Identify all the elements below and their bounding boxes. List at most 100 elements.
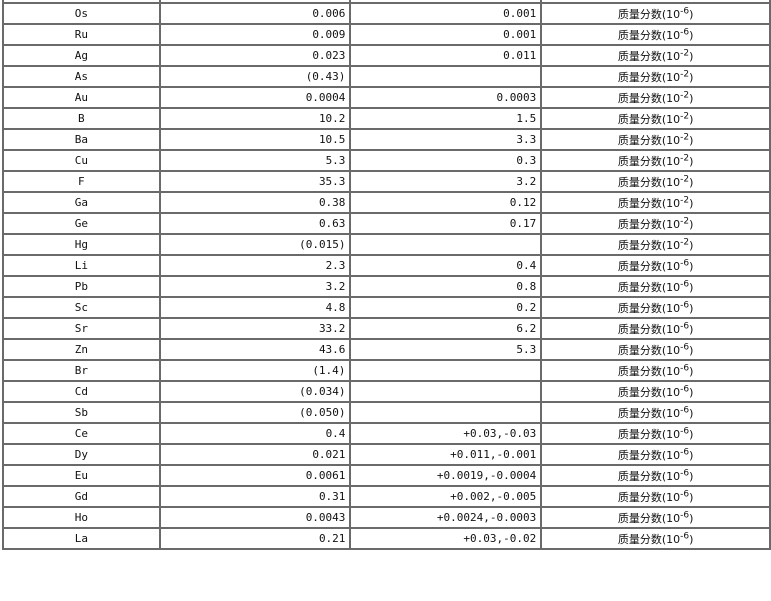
unit-exponent: -2 [680, 131, 690, 142]
unit-exponent: -6 [680, 278, 690, 289]
unit-label: 质量分数 [617, 532, 662, 546]
value-cell [158, 0, 352, 4]
unit-cell: 质量分数(10-6) [540, 422, 771, 445]
table-row: Ga 0.38 0.12 质量分数(10-2) [2, 191, 771, 214]
table-row: Cu 5.3 0.3 质量分数(10-2) [2, 149, 771, 172]
unit-exponent: -6 [680, 488, 690, 499]
unit-exponent: -6 [680, 509, 690, 520]
unit-cell: 质量分数(10-2) [540, 170, 771, 193]
value-cell: (1.4) [158, 359, 352, 382]
element-cell: Br [2, 359, 161, 382]
uncertainty-cell: 0.001 [349, 2, 543, 25]
unit-label: 质量分数 [617, 175, 662, 189]
table-row: Hg (0.015) 质量分数(10-2) [2, 233, 771, 256]
unit-exponent: -6 [680, 383, 690, 394]
unit-cell: 质量分数(10-6) [540, 359, 771, 382]
table-row: Au 0.0004 0.0003 质量分数(10-2) [2, 86, 771, 109]
unit-label: 质量分数 [617, 490, 662, 504]
unit-label: 质量分数 [617, 133, 662, 147]
element-cell [2, 0, 161, 4]
uncertainty-cell [349, 401, 543, 424]
unit-exponent: -2 [680, 173, 690, 184]
uncertainty-cell: 3.2 [349, 170, 543, 193]
element-cell: As [2, 65, 161, 88]
uncertainty-cell: 1.5 [349, 107, 543, 130]
uncertainty-cell [349, 0, 543, 4]
table-row: Dy 0.021 +0.011,-0.001 质量分数(10-6) [2, 443, 771, 466]
value-cell: 0.63 [158, 212, 352, 235]
element-cell: Sb [2, 401, 161, 424]
table-row: Ru 0.009 0.001 质量分数(10-6) [2, 23, 771, 46]
table-row: Gd 0.31 +0.002,-0.005 质量分数(10-6) [2, 485, 771, 508]
unit-label: 质量分数 [617, 448, 662, 462]
table-container: Os 0.006 0.001 质量分数(10-6) Ru 0.009 0.001 质量分数(1… [2, 0, 771, 550]
uncertainty-cell: +0.03,-0.03 [349, 422, 543, 445]
value-cell: 4.8 [158, 296, 352, 319]
element-cell: Pb [2, 275, 161, 298]
unit-label: 质量分数 [617, 280, 662, 294]
element-cell: Ru [2, 23, 161, 46]
unit-cell: 质量分数(10-2) [540, 149, 771, 172]
unit-cell [540, 0, 771, 4]
unit-label: 质量分数 [617, 259, 662, 273]
table-row: Os 0.006 0.001 质量分数(10-6) [2, 2, 771, 25]
unit-exponent: -2 [680, 152, 690, 163]
element-cell: Cu [2, 149, 161, 172]
unit-label: 质量分数 [617, 364, 662, 378]
element-cell: Gd [2, 485, 161, 508]
unit-exponent: -2 [680, 68, 690, 79]
element-cell: Os [2, 2, 161, 25]
element-cell: F [2, 170, 161, 193]
unit-exponent: -6 [680, 341, 690, 352]
table-row-partial [2, 0, 771, 4]
unit-label: 质量分数 [617, 217, 662, 231]
value-cell: 0.0061 [158, 464, 352, 487]
unit-exponent: -2 [680, 194, 690, 205]
table-row: La 0.21 +0.03,-0.02 质量分数(10-6) [2, 527, 771, 550]
value-cell: 10.2 [158, 107, 352, 130]
unit-exponent: -2 [680, 110, 690, 121]
uncertainty-cell: 0.8 [349, 275, 543, 298]
element-cell: Hg [2, 233, 161, 256]
element-cell: Sr [2, 317, 161, 340]
value-cell: 0.0004 [158, 86, 352, 109]
unit-exponent: -6 [680, 362, 690, 373]
unit-cell: 质量分数(10-6) [540, 506, 771, 529]
unit-exponent: -6 [680, 320, 690, 331]
uncertainty-cell: 0.2 [349, 296, 543, 319]
uncertainty-cell: 0.17 [349, 212, 543, 235]
unit-label: 质量分数 [617, 301, 662, 315]
uncertainty-cell [349, 233, 543, 256]
value-cell: 43.6 [158, 338, 352, 361]
value-cell: 0.023 [158, 44, 352, 67]
unit-label: 质量分数 [617, 406, 662, 420]
uncertainty-cell: +0.002,-0.005 [349, 485, 543, 508]
uncertainty-cell: 0.011 [349, 44, 543, 67]
uncertainty-cell: 0.0003 [349, 86, 543, 109]
uncertainty-cell: +0.0019,-0.0004 [349, 464, 543, 487]
unit-label: 质量分数 [617, 70, 662, 84]
uncertainty-cell: +0.03,-0.02 [349, 527, 543, 550]
unit-label: 质量分数 [617, 385, 662, 399]
unit-label: 质量分数 [617, 196, 662, 210]
unit-label: 质量分数 [617, 238, 662, 252]
element-cell: Ba [2, 128, 161, 151]
table-row: Cd (0.034) 质量分数(10-6) [2, 380, 771, 403]
unit-cell: 质量分数(10-6) [540, 401, 771, 424]
uncertainty-cell: 0.4 [349, 254, 543, 277]
value-cell: 0.4 [158, 422, 352, 445]
value-cell: (0.034) [158, 380, 352, 403]
table-row: Sc 4.8 0.2 质量分数(10-6) [2, 296, 771, 319]
value-cell: 0.38 [158, 191, 352, 214]
value-cell: 35.3 [158, 170, 352, 193]
table-row: Zn 43.6 5.3 质量分数(10-6) [2, 338, 771, 361]
unit-cell: 质量分数(10-6) [540, 317, 771, 340]
uncertainty-cell [349, 380, 543, 403]
uncertainty-cell: 0.001 [349, 23, 543, 46]
element-cell: Ag [2, 44, 161, 67]
unit-label: 质量分数 [617, 427, 662, 441]
table-row: Li 2.3 0.4 质量分数(10-6) [2, 254, 771, 277]
value-cell: (0.050) [158, 401, 352, 424]
uncertainty-cell: 3.3 [349, 128, 543, 151]
unit-label: 质量分数 [617, 91, 662, 105]
